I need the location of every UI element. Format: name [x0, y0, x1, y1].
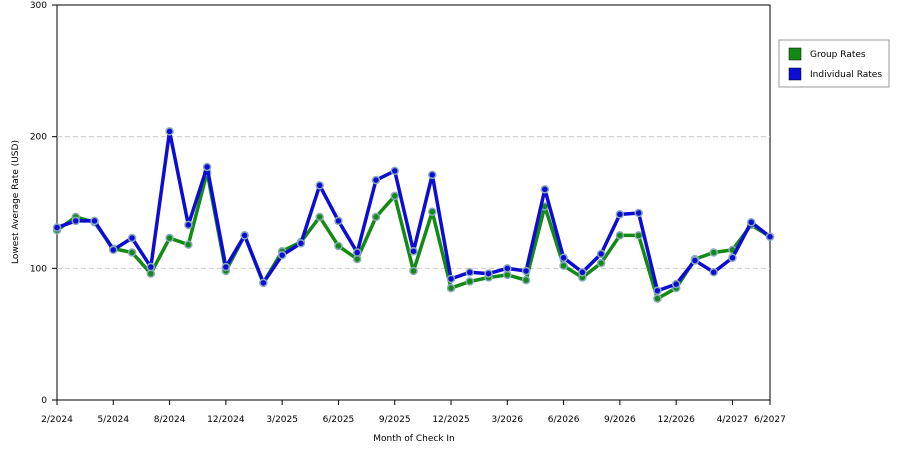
data-point: [371, 175, 381, 185]
data-point: [146, 262, 156, 272]
data-point: [334, 241, 343, 251]
data-point: [521, 266, 531, 276]
y-tick-label: 200: [30, 133, 47, 143]
y-tick-label: 300: [30, 1, 47, 11]
data-point: [465, 268, 475, 277]
data-point: [52, 223, 62, 232]
data-point: [409, 266, 418, 276]
data-point: [259, 278, 268, 288]
data-point: [409, 246, 418, 256]
data-point: [428, 170, 437, 180]
x-axis-label: Month of Check In: [373, 434, 455, 444]
data-point: [653, 286, 662, 295]
data-point: [90, 216, 99, 226]
x-tick-label: 12/2026: [657, 415, 695, 425]
y-axis-label: Lowest Average Rate (USD): [11, 140, 21, 264]
data-point: [653, 294, 662, 303]
data-point: [615, 231, 625, 240]
data-point: [165, 127, 174, 136]
data-point: [184, 240, 193, 249]
data-point: [709, 248, 718, 257]
data-point: [240, 231, 249, 240]
x-tick-label: 9/2025: [379, 415, 411, 425]
data-point: [184, 220, 193, 230]
x-tick-label: 3/2025: [266, 415, 298, 425]
data-point: [709, 268, 718, 277]
data-point: [746, 218, 756, 227]
legend-label: Group Rates: [810, 50, 866, 60]
series-line: [55, 170, 771, 301]
data-point: [127, 248, 137, 257]
data-point: [559, 253, 568, 263]
data-point: [109, 245, 118, 255]
data-point: [521, 275, 531, 285]
data-point: [690, 256, 700, 265]
data-point: [446, 283, 456, 293]
data-point: [296, 239, 306, 248]
x-tick-label: 2/2024: [41, 415, 73, 425]
plot-area: [56, 4, 771, 401]
data-point: [277, 250, 287, 260]
data-point: [503, 264, 512, 273]
legend-label: Individual Rates: [810, 70, 882, 80]
x-tick-label: 12/2024: [207, 415, 245, 425]
data-point: [596, 249, 606, 259]
data-point: [315, 212, 324, 222]
data-point: [390, 166, 399, 176]
data-point: [202, 162, 212, 172]
data-point: [334, 216, 343, 226]
y-tick-label: 0: [41, 396, 47, 406]
data-point: [127, 233, 137, 243]
x-tick-label: 5/2024: [97, 415, 129, 425]
data-point: [634, 208, 643, 218]
x-tick-label: 9/2026: [604, 415, 636, 425]
data-point: [352, 248, 362, 257]
data-point: [221, 262, 231, 272]
data-point: [315, 181, 324, 190]
data-point: [428, 207, 437, 216]
x-tick-label: 3/2026: [491, 415, 523, 425]
legend-swatch: [788, 47, 802, 61]
y-tick-label: 100: [30, 264, 47, 274]
x-tick-label: 4/2027: [717, 415, 749, 425]
data-point: [165, 233, 174, 243]
data-point: [615, 210, 625, 219]
data-point: [446, 274, 456, 284]
data-point: [484, 269, 493, 278]
x-tick-label: 6/2027: [754, 415, 786, 425]
data-point: [390, 191, 399, 201]
data-point: [765, 232, 775, 241]
data-point: [540, 185, 550, 194]
x-tick-label: 8/2024: [154, 415, 186, 425]
data-point: [559, 261, 568, 270]
x-tick-label: 12/2025: [432, 415, 469, 425]
data-point: [578, 268, 587, 277]
data-point: [596, 258, 606, 268]
data-point: [371, 212, 381, 222]
x-tick-label: 6/2026: [548, 415, 580, 425]
data-point: [634, 231, 643, 240]
data-point: [671, 279, 681, 289]
data-point: [728, 253, 737, 263]
x-tick-label: 6/2025: [323, 415, 355, 425]
data-point: [465, 277, 475, 286]
data-point: [71, 216, 81, 226]
legend-swatch: [788, 67, 802, 81]
